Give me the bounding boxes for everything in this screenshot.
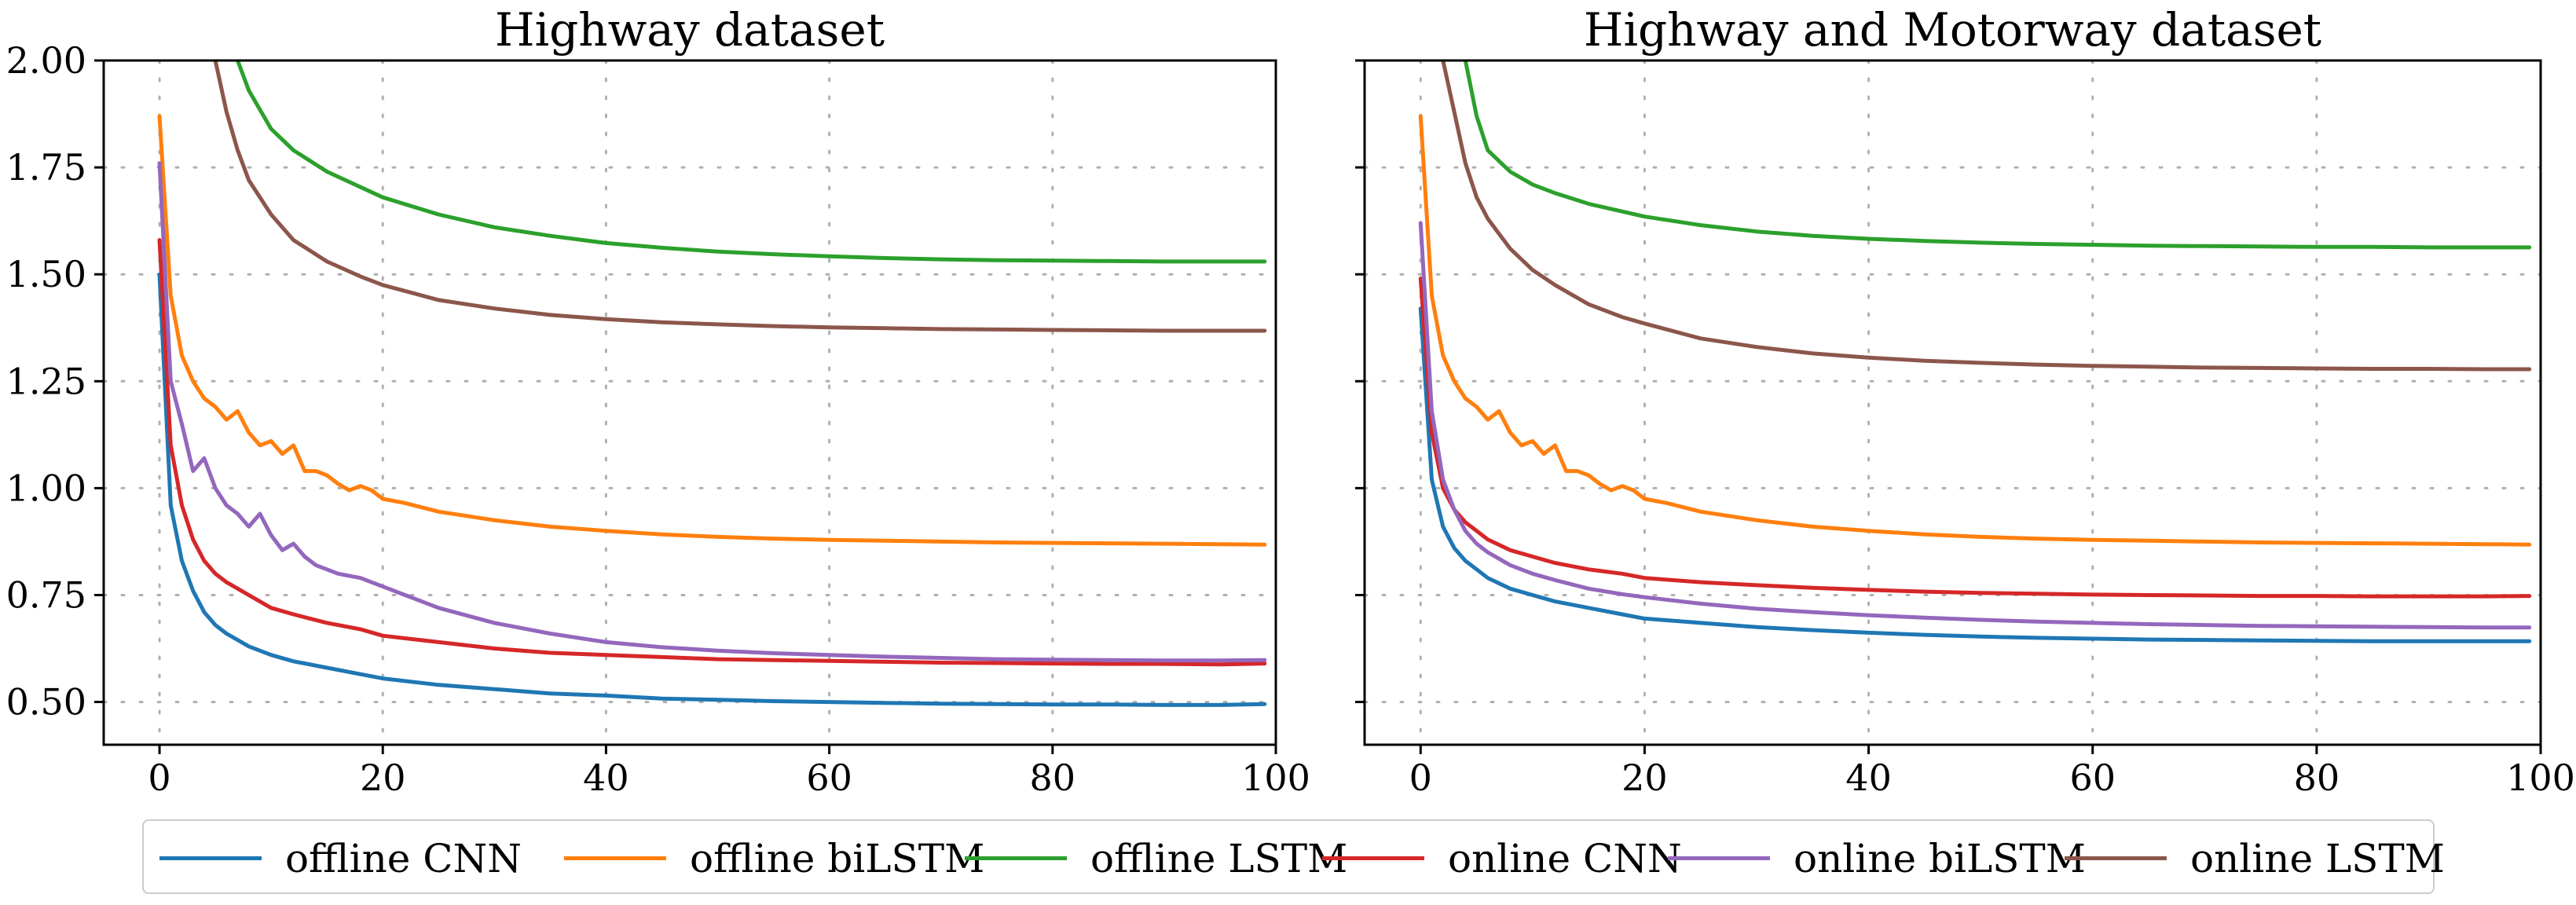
x-tick-label: 100 [1241,757,1310,799]
series-line-online-cnn [1418,277,2532,599]
y-tick-label: 1.50 [6,253,86,295]
x-tick-label: 100 [2506,757,2575,799]
chart-title: Highway dataset [495,3,885,57]
x-tick-label: 40 [1845,757,1892,799]
legend-label: offline LSTM [1090,835,1348,881]
series-line-online-bilstm [157,161,1267,663]
legend-swatch [564,856,666,860]
y-tick-label: 0.75 [6,573,86,616]
y-tick-label: 1.00 [6,467,86,509]
legend-label: offline CNN [285,835,522,881]
y-tick-label: 2.00 [6,39,86,82]
x-tick-label: 0 [1409,757,1432,799]
series-line-offline-bilstm [1418,114,2532,547]
axes-frame [1363,59,2542,746]
x-tick-label: 80 [1030,757,1076,799]
legend-swatch [1668,856,1770,860]
legend-entry-online-bilstm: online biLSTM [1668,821,2086,896]
legend-swatch [2065,856,2167,860]
series-line-online-lstm [1441,60,2532,372]
series-line-offline-lstm [236,60,1267,264]
chart-panel-2: 0 20 40 60 80 100 Highway and Motorway dataset [1355,3,2575,799]
x-tick-label: 20 [1621,757,1668,799]
legend-entry-offline-cnn: offline CNN [159,821,522,896]
y-tick-label: 1.25 [6,360,86,402]
x-tick-label: 80 [2294,757,2340,799]
legend-swatch [159,856,262,860]
legend-label: online biLSTM [1794,835,2086,881]
axes-frame [102,59,1277,746]
x-tick-label: 60 [806,757,852,799]
y-tick-label: 0.50 [6,681,86,724]
series-line-online-lstm [213,60,1267,333]
series-group [157,60,1267,707]
series-line-online-cnn [157,238,1267,667]
legend-entry-offline-lstm: offline LSTM [965,821,1347,896]
legend-swatch [1322,856,1424,860]
legend-entry-online-cnn: online CNN [1322,821,1682,896]
legend-label: online CNN [1448,835,1682,881]
legend-swatch [965,856,1067,860]
x-tick-label: 40 [583,757,629,799]
y-tick-label: 1.75 [6,146,86,189]
x-tick-label: 0 [148,757,170,799]
series-group [1418,60,2532,643]
series-line-offline-cnn [157,272,1267,707]
legend-entry-offline-bilstm: offline biLSTM [564,821,984,896]
legend-entry-online-lstm: online LSTM [2065,821,2445,896]
legend-label: offline biLSTM [690,835,985,881]
series-line-offline-cnn [1418,306,2532,643]
series-line-online-bilstm [1418,221,2532,630]
legend-label: online LSTM [2190,835,2445,881]
chart-title: Highway and Motorway dataset [1584,3,2321,57]
chart-panel-1: 0 20 40 60 80 100 0.50 0.75 1.00 1.25 1.50 1.75 2.00… [6,3,1310,799]
series-line-offline-lstm [1463,60,2532,250]
legend: offline CNN offline biLSTM offline LSTM … [142,819,2445,896]
series-line-offline-bilstm [157,114,1267,547]
x-tick-label: 20 [360,757,406,799]
x-tick-label: 60 [2069,757,2116,799]
